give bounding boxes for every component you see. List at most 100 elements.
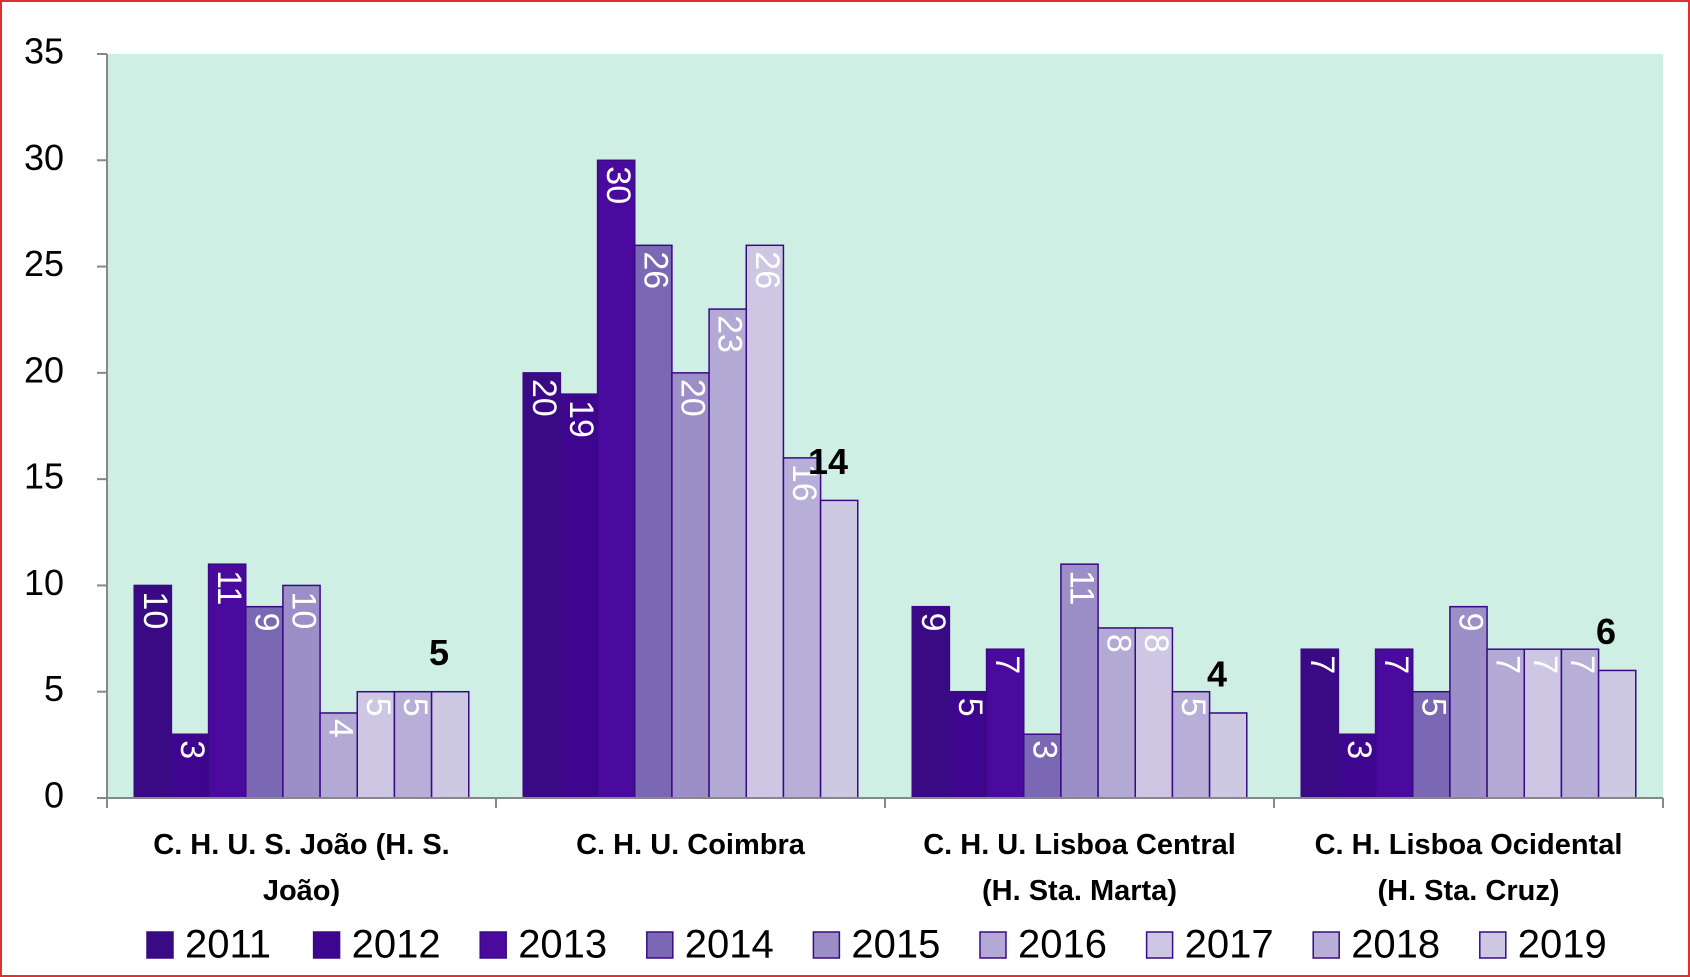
legend-swatch [146,931,174,959]
data-label: 7 [1526,655,1564,674]
legend-swatch [979,931,1007,959]
data-label: 23 [711,315,749,353]
data-label: 26 [636,251,674,289]
legend-label: 2011 [185,923,271,967]
y-tick-label: 10 [24,562,64,603]
data-label: 7 [988,655,1026,674]
x-tick-label: C. H. U. Lisboa Central (H. Sta. Marta) [923,829,1236,907]
legend-swatch [812,931,841,959]
legend-swatch [646,931,674,959]
bar [356,690,396,799]
x-tick-label-line: (H. Sta. Cruz) [1377,875,1559,907]
data-label: 30 [599,166,637,204]
data-label: 14 [808,441,848,482]
bar [559,393,599,799]
data-label: 8 [1137,634,1175,653]
legend-swatch [1312,931,1340,959]
legend-swatch [1145,931,1174,959]
legend-swatch [312,931,341,959]
y-tick-label: 30 [24,137,64,178]
plot-area [107,54,1663,798]
data-label: 11 [1063,570,1101,605]
data-label: 3 [1025,740,1063,759]
data-label: 20 [674,379,712,417]
data-label: 9 [914,613,952,632]
bar [1208,712,1248,799]
data-label: 5 [1414,698,1452,717]
data-label: 5 [951,698,989,717]
x-tick-label-line: João) [263,875,340,907]
bar [430,690,470,799]
data-label: 16 [785,464,823,502]
data-label: 4 [1207,653,1227,694]
data-label: 6 [1596,611,1616,652]
data-label: 8 [1100,634,1138,653]
x-tick-label-line: C. H. U. Lisboa Central [923,829,1236,861]
bar [819,499,859,799]
data-label: 26 [748,251,786,289]
data-label: 10 [285,591,323,629]
bar [985,648,1025,799]
bar [911,605,951,799]
data-label: 7 [1377,655,1415,674]
bar [1523,648,1563,799]
legend-swatch [1479,931,1507,959]
bar [745,244,785,799]
bar [1449,605,1488,799]
bar [244,605,284,799]
bar [1560,648,1600,799]
y-tick-label: 15 [24,456,64,497]
data-label: 20 [525,379,563,417]
legend-label: 2013 [518,923,607,967]
bar [1060,563,1099,799]
bar [1097,627,1137,799]
x-tick-label-line: (H. Sta. Marta) [982,875,1177,907]
y-tick-label: 5 [44,668,64,709]
legend-label: 2015 [851,923,940,967]
data-label: 3 [173,740,211,759]
bar [1171,690,1211,799]
data-label: 5 [429,632,449,673]
x-tick-label: C. H. U. S. João (H. S. João) [153,829,450,907]
legend-label: 2017 [1185,923,1274,967]
x-tick-label: C. H. Lisboa Ocidental (H. Sta. Cruz) [1315,829,1623,907]
legend-label: 2012 [352,923,441,967]
data-label: 19 [562,400,600,438]
bar [522,372,562,799]
bar [1597,669,1637,799]
data-label: 7 [1303,655,1341,674]
y-tick-label: 25 [24,243,64,284]
data-label: 10 [136,591,174,629]
data-label: 5 [359,698,397,717]
data-label: 5 [396,698,434,717]
bar [1486,648,1526,799]
y-tick-label: 35 [24,31,64,72]
bar [633,244,673,799]
bar [1374,648,1414,799]
x-tick-label: C. H. U. Coimbra [576,829,806,861]
y-tick-label: 20 [24,349,64,390]
legend-label: 2014 [685,923,774,967]
bar [782,457,822,799]
data-label: 5 [1174,698,1212,717]
x-tick-label-line: C. H. Lisboa Ocidental [1315,829,1623,861]
legend-label: 2016 [1018,923,1107,967]
bar [596,159,636,799]
data-label: 7 [1489,655,1527,674]
data-label: 3 [1340,740,1378,759]
bar [1134,627,1174,799]
y-tick-label: 0 [44,775,64,816]
legend-label: 2018 [1351,923,1440,967]
bar [671,372,710,799]
data-label: 4 [322,719,360,738]
data-label: 7 [1563,655,1601,674]
x-tick-label-line: C. H. U. Coimbra [576,829,806,861]
bar [1300,648,1340,799]
data-label: 11 [210,570,248,605]
data-label: 9 [1452,613,1490,632]
bar [1411,690,1451,799]
bar [708,308,748,799]
legend-swatch [479,931,507,959]
legend-label: 2019 [1518,923,1607,967]
